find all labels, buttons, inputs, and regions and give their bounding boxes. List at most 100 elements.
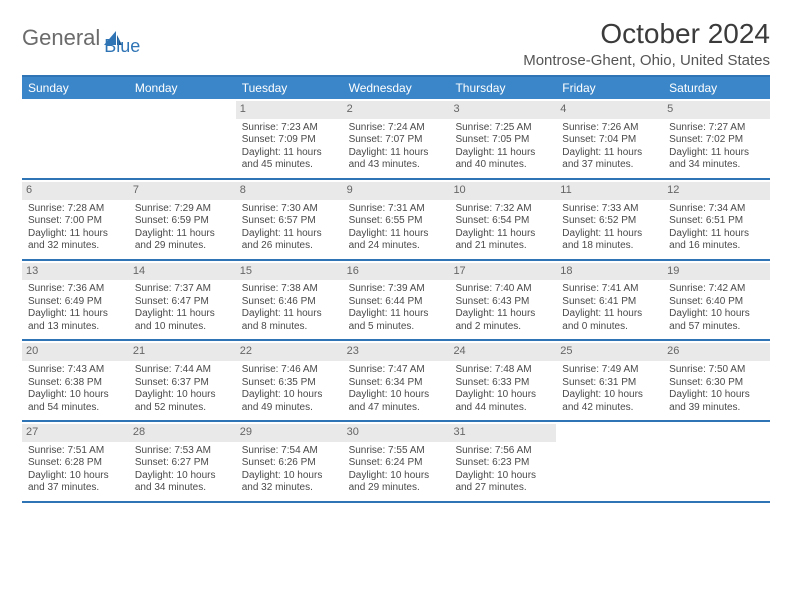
sunset-text: Sunset: 7:05 PM [455,134,550,147]
sunset-text: Sunset: 6:43 PM [455,296,550,309]
day-cell [22,99,129,178]
sunset-text: Sunset: 7:02 PM [669,134,764,147]
day-number: 29 [236,424,343,442]
d1-text: Daylight: 11 hours [349,308,444,321]
d1-text: Daylight: 10 hours [349,470,444,483]
sunset-text: Sunset: 6:37 PM [135,377,230,390]
sunset-text: Sunset: 7:07 PM [349,134,444,147]
day-header: Monday [129,77,236,99]
day-header: Friday [556,77,663,99]
calendar-grid: Sunday Monday Tuesday Wednesday Thursday… [22,75,770,503]
d2-text: and 39 minutes. [669,402,764,415]
day-cell: 19 Sunrise: 7:42 AMSunset: 6:40 PMDayligh… [663,261,770,340]
day-number: 28 [129,424,236,442]
day-number: 31 [449,424,556,442]
d1-text: Daylight: 10 hours [455,389,550,402]
week-row: 1Sunrise: 7:23 AMSunset: 7:09 PMDaylight… [22,99,770,180]
sunrise-text: Sunrise: 7:42 AM [669,283,764,296]
sunrise-text: Sunrise: 7:40 AM [455,283,550,296]
sunrise-text: Sunrise: 7:32 AM [455,203,550,216]
day-number: 23 [343,343,450,361]
sunrise-text: Sunrise: 7:47 AM [349,364,444,377]
day-number: 11 [556,182,663,200]
month-title: October 2024 [523,18,770,50]
d2-text: and 42 minutes. [562,402,657,415]
sunrise-text: Sunrise: 7:51 AM [28,445,123,458]
d2-text: and 44 minutes. [455,402,550,415]
day-number: 14 [129,263,236,281]
weeks-container: 1Sunrise: 7:23 AMSunset: 7:09 PMDaylight… [22,99,770,503]
day-cell: 3Sunrise: 7:25 AMSunset: 7:05 PMDaylight… [449,99,556,178]
sunrise-text: Sunrise: 7:30 AM [242,203,337,216]
location-label: Montrose-Ghent, Ohio, United States [523,52,770,69]
sunset-text: Sunset: 6:49 PM [28,296,123,309]
day-number: 15 [236,263,343,281]
sunset-text: Sunset: 6:34 PM [349,377,444,390]
d2-text: and 47 minutes. [349,402,444,415]
sunrise-text: Sunrise: 7:46 AM [242,364,337,377]
d2-text: and 40 minutes. [455,159,550,172]
title-block: October 2024 Montrose-Ghent, Ohio, Unite… [523,18,770,69]
sunset-text: Sunset: 6:59 PM [135,215,230,228]
d2-text: and 24 minutes. [349,240,444,253]
day-cell: 8Sunrise: 7:30 AMSunset: 6:57 PMDaylight… [236,180,343,259]
day-number: 13 [22,263,129,281]
brand-part1: General [22,25,100,51]
d2-text: and 34 minutes. [135,482,230,495]
sunrise-text: Sunrise: 7:29 AM [135,203,230,216]
d1-text: Daylight: 11 hours [455,308,550,321]
sunset-text: Sunset: 6:41 PM [562,296,657,309]
day-cell: 4Sunrise: 7:26 AMSunset: 7:04 PMDaylight… [556,99,663,178]
sunrise-text: Sunrise: 7:28 AM [28,203,123,216]
sunset-text: Sunset: 6:35 PM [242,377,337,390]
sunset-text: Sunset: 6:46 PM [242,296,337,309]
day-cell: 26Sunrise: 7:50 AMSunset: 6:30 PMDayligh… [663,341,770,420]
sunset-text: Sunset: 6:23 PM [455,457,550,470]
d1-text: Daylight: 11 hours [562,147,657,160]
d2-text: and 29 minutes. [349,482,444,495]
day-cell [129,99,236,178]
day-number: 8 [236,182,343,200]
d1-text: Daylight: 11 hours [455,228,550,241]
day-number: 24 [449,343,556,361]
d2-text: and 0 minutes. [562,321,657,334]
day-number: 7 [129,182,236,200]
d1-text: Daylight: 11 hours [242,228,337,241]
day-header-row: Sunday Monday Tuesday Wednesday Thursday… [22,77,770,99]
d2-text: and 52 minutes. [135,402,230,415]
sunrise-text: Sunrise: 7:23 AM [242,122,337,135]
week-row: 13Sunrise: 7:36 AMSunset: 6:49 PMDayligh… [22,261,770,342]
day-number: 19 [663,263,770,281]
sunset-text: Sunset: 6:44 PM [349,296,444,309]
day-number: 5 [663,101,770,119]
d1-text: Daylight: 11 hours [242,147,337,160]
sunset-text: Sunset: 7:04 PM [562,134,657,147]
d1-text: Daylight: 10 hours [669,308,764,321]
sunrise-text: Sunrise: 7:44 AM [135,364,230,377]
day-number: 12 [663,182,770,200]
d1-text: Daylight: 11 hours [28,228,123,241]
sunrise-text: Sunrise: 7:39 AM [349,283,444,296]
day-cell [556,422,663,501]
d1-text: Daylight: 10 hours [135,389,230,402]
d1-text: Daylight: 11 hours [349,228,444,241]
week-row: 6Sunrise: 7:28 AMSunset: 7:00 PMDaylight… [22,180,770,261]
d2-text: and 8 minutes. [242,321,337,334]
d2-text: and 45 minutes. [242,159,337,172]
day-header: Saturday [663,77,770,99]
sunset-text: Sunset: 7:00 PM [28,215,123,228]
week-row: 27Sunrise: 7:51 AMSunset: 6:28 PMDayligh… [22,422,770,503]
day-cell: 16Sunrise: 7:39 AMSunset: 6:44 PMDayligh… [343,261,450,340]
d1-text: Daylight: 11 hours [135,308,230,321]
day-cell: 13Sunrise: 7:36 AMSunset: 6:49 PMDayligh… [22,261,129,340]
d2-text: and 21 minutes. [455,240,550,253]
day-number: 4 [556,101,663,119]
sunset-text: Sunset: 6:54 PM [455,215,550,228]
d2-text: and 26 minutes. [242,240,337,253]
d2-text: and 13 minutes. [28,321,123,334]
day-cell: 18Sunrise: 7:41 AMSunset: 6:41 PMDayligh… [556,261,663,340]
day-cell: 10Sunrise: 7:32 AMSunset: 6:54 PMDayligh… [449,180,556,259]
d1-text: Daylight: 11 hours [28,308,123,321]
d1-text: Daylight: 11 hours [669,228,764,241]
sunset-text: Sunset: 6:40 PM [669,296,764,309]
